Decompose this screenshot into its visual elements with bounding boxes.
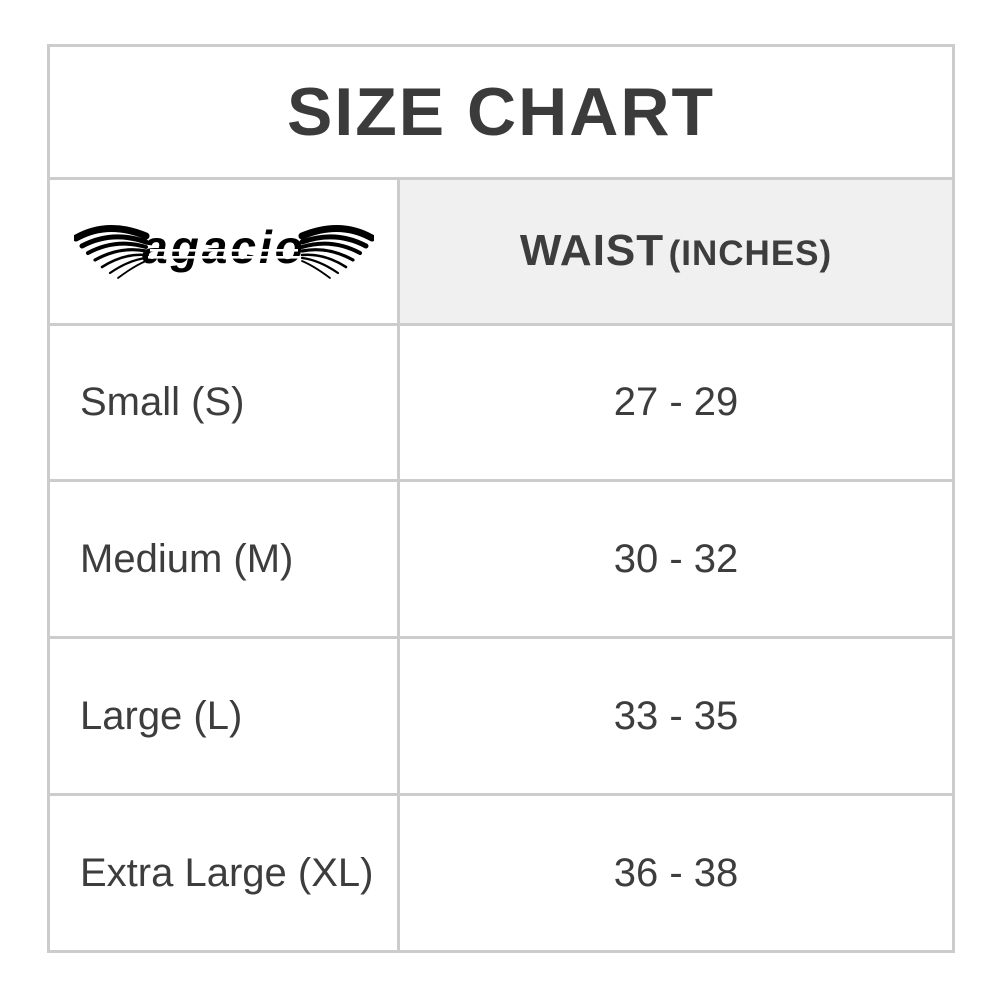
table-row: Small (S) 27 - 29	[47, 322, 955, 483]
waist-value: 27 - 29	[397, 322, 955, 483]
table-row: Extra Large (XL) 36 - 38	[47, 793, 955, 953]
agacio-logo: agacio	[73, 221, 374, 286]
waist-value: 30 - 32	[397, 479, 955, 640]
table-row: Medium (M) 30 - 32	[47, 479, 955, 640]
table-row: Large (L) 33 - 35	[47, 636, 955, 797]
left-wing-icon	[73, 225, 149, 280]
title-row: SIZE CHART	[47, 44, 955, 180]
waist-header-cell: WAIST (INCHES)	[397, 176, 955, 326]
brand-logo-cell: agacio	[47, 176, 400, 326]
page-title: SIZE CHART	[47, 44, 955, 180]
size-label: Small (S)	[47, 322, 400, 483]
logo-slice-line	[147, 256, 300, 259]
waist-value: 36 - 38	[397, 793, 955, 953]
brand-name-text: agacio	[142, 221, 306, 273]
logo-slice-line	[149, 249, 298, 252]
size-chart-table: SIZE CHART	[47, 44, 955, 953]
size-label: Medium (M)	[47, 479, 400, 640]
right-wing-icon	[302, 229, 372, 279]
waist-header-label: WAIST	[519, 226, 665, 276]
size-label: Extra Large (XL)	[47, 793, 400, 953]
waist-header-unit: (INCHES)	[668, 234, 833, 274]
waist-value: 33 - 35	[397, 636, 955, 797]
header-row: agacio WAIST (INCHES)	[47, 176, 955, 326]
size-label: Large (L)	[47, 636, 400, 797]
